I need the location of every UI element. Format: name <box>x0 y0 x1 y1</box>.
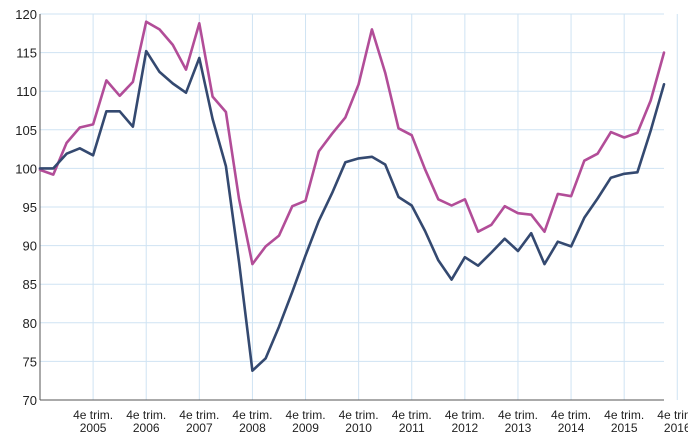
x-tick-label-line1: 4e trim. <box>551 408 591 422</box>
x-tick-label-line2: 2009 <box>292 421 319 433</box>
y-tick-label: 95 <box>23 200 37 215</box>
y-tick-label: 90 <box>23 239 37 254</box>
x-tick-label-line1: 4e trim. <box>445 408 485 422</box>
y-tick-label: 105 <box>15 123 37 138</box>
x-tick-label-line1: 4e trim. <box>73 408 113 422</box>
x-tick-label-line1: 4e trim. <box>126 408 166 422</box>
x-tick-label-line1: 4e trim. <box>392 408 432 422</box>
x-tick-label-line2: 2007 <box>186 421 213 433</box>
series-line-2 <box>38 49 666 373</box>
y-tick-label: 75 <box>23 354 37 369</box>
x-tick-label-line2: 2015 <box>611 421 638 433</box>
x-tick-label-line2: 2012 <box>451 421 478 433</box>
series-line-1 <box>38 20 666 266</box>
x-tick-label-line2: 2006 <box>133 421 160 433</box>
x-tick-label-line2: 2014 <box>558 421 585 433</box>
x-tick-label-line1: 4e trim. <box>604 408 644 422</box>
y-tick-label: 115 <box>16 46 37 61</box>
x-tick-label-line2: 2010 <box>345 421 372 433</box>
y-axis: 70 75 80 85 90 95 100 105 110 115 120 <box>15 7 37 408</box>
y-tick-label: 80 <box>23 316 37 331</box>
y-tick-label: 100 <box>15 161 37 176</box>
x-tick-label-line2: 2008 <box>239 421 266 433</box>
x-tick-label-line2: 2005 <box>80 421 107 433</box>
y-tick-label: 120 <box>15 7 37 22</box>
x-tick-label-line1: 4e trim. <box>657 408 688 422</box>
x-tick-label-line2: 2013 <box>505 421 532 433</box>
plot-area-frame <box>39 14 664 401</box>
x-tick-label-line2: 2011 <box>399 421 425 433</box>
x-tick-label-line1: 4e trim. <box>498 408 538 422</box>
x-tick-label-line1: 4e trim. <box>232 408 272 422</box>
y-tick-label: 70 <box>23 393 37 408</box>
y-tick-label: 85 <box>23 277 37 292</box>
y-tick-label: 110 <box>16 84 37 99</box>
x-tick-label-line1: 4e trim. <box>179 408 219 422</box>
x-tick-label-line2: 2016 <box>664 421 688 433</box>
x-tick-label-line1: 4e trim. <box>339 408 379 422</box>
series-lines <box>38 20 666 373</box>
x-tick-label-line1: 4e trim. <box>286 408 326 422</box>
